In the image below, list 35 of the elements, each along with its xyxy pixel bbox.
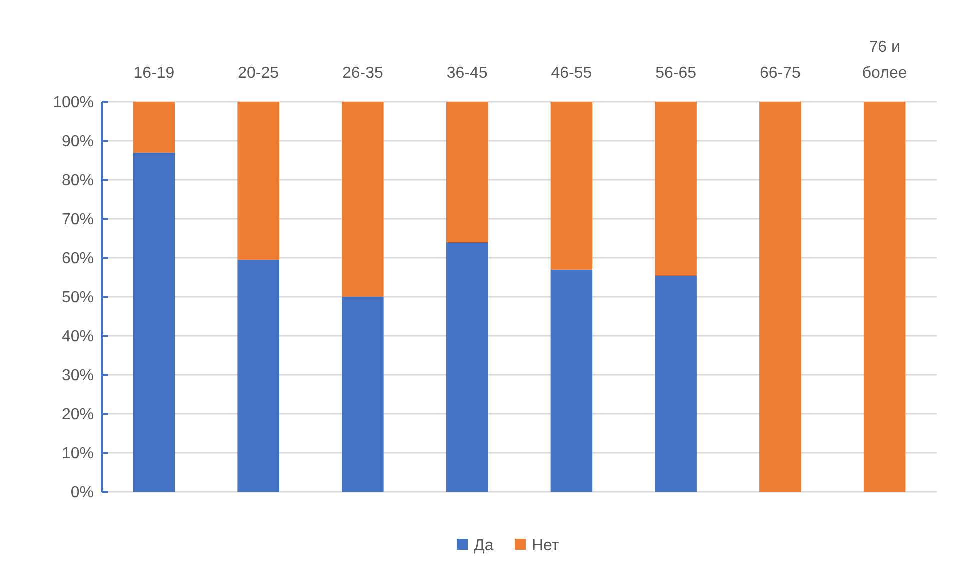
- bar: [238, 102, 280, 260]
- bar: [655, 102, 697, 276]
- bar: [864, 102, 906, 492]
- bar: [760, 102, 802, 492]
- y-tick-label: 0%: [70, 484, 94, 502]
- y-tick-label: 90%: [62, 134, 94, 151]
- bar: [133, 152, 176, 492]
- y-tick-label: 80%: [62, 172, 94, 190]
- legend-label: Нет: [532, 538, 560, 555]
- x-tick-label: 46-55: [551, 65, 592, 82]
- bar: [446, 102, 488, 242]
- x-tick-label: 66-75: [760, 65, 801, 82]
- x-tick-label: 20-25: [238, 65, 280, 82]
- bar: [550, 270, 593, 492]
- y-tick-label: 30%: [62, 368, 94, 385]
- y-tick-label: 20%: [62, 406, 94, 424]
- bar: [342, 102, 384, 297]
- bar: [446, 242, 488, 492]
- y-tick-label: 10%: [62, 446, 94, 463]
- x-tick-label: 36-45: [446, 65, 488, 82]
- x-tick-label: 16-19: [134, 65, 175, 82]
- y-tick-label: 100%: [53, 94, 94, 112]
- bar: [133, 102, 176, 153]
- x-tick-label: 56-65: [656, 65, 697, 82]
- x-tick-label: 76 и более: [862, 39, 908, 82]
- bar: [550, 102, 593, 270]
- bar: [342, 297, 384, 492]
- y-tick-label: 40%: [62, 328, 94, 346]
- y-tick-label: 50%: [62, 290, 94, 307]
- bar: [655, 276, 697, 492]
- legend-label: Да: [474, 538, 494, 555]
- bar: [238, 260, 280, 492]
- x-tick-label: 26-35: [342, 65, 384, 82]
- y-tick-label: 70%: [62, 212, 94, 229]
- y-tick-label: 60%: [62, 250, 94, 268]
